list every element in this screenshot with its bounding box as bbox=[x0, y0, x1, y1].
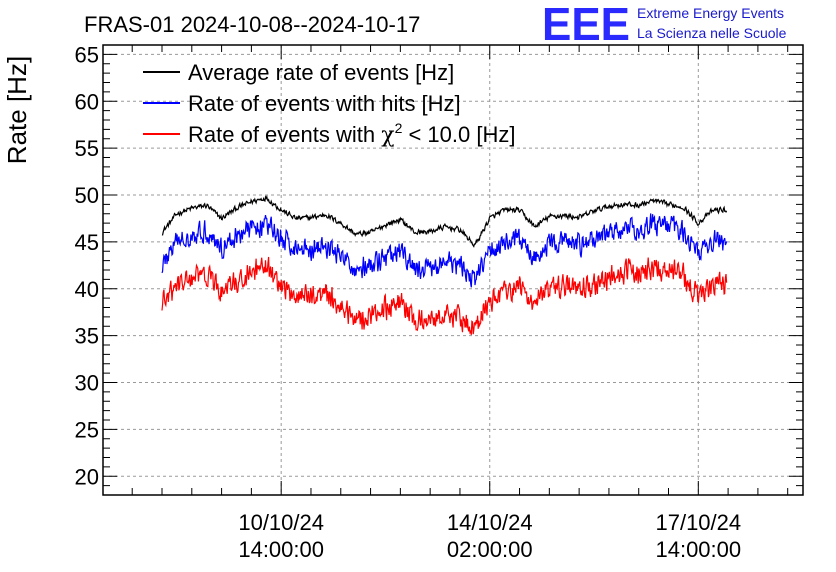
tick-labels: 2025303540455055606510/10/2414:00:0014/1… bbox=[75, 42, 742, 562]
legend: Average rate of events [Hz] Rate of even… bbox=[143, 60, 515, 148]
y-tick-label: 40 bbox=[75, 277, 99, 302]
logo-mark: EEE bbox=[542, 0, 630, 50]
legend-label-average: Average rate of events [Hz] bbox=[188, 60, 454, 85]
legend-label-chi2-sup: 2 bbox=[395, 120, 403, 136]
y-axis-title: Rate [Hz] bbox=[2, 56, 32, 164]
legend-label-chi2-post: < 10.0 [Hz] bbox=[402, 122, 515, 147]
legend-label-chi2-symbol: χ bbox=[381, 123, 394, 148]
logo-line1: Extreme Energy Events bbox=[637, 5, 784, 21]
series-line-2 bbox=[161, 256, 728, 336]
eee-logo: EEE Extreme Energy Events La Scienza nel… bbox=[542, 0, 787, 50]
y-tick-label: 30 bbox=[75, 371, 99, 396]
y-tick-label: 25 bbox=[75, 417, 99, 442]
x-tick-label-time: 02:00:00 bbox=[447, 537, 533, 562]
chart-title: FRAS-01 2024-10-08--2024-10-17 bbox=[84, 12, 420, 37]
y-tick-label: 20 bbox=[75, 464, 99, 489]
x-tick-label-date: 14/10/24 bbox=[447, 510, 533, 535]
x-tick-label-time: 14:00:00 bbox=[655, 537, 741, 562]
x-tick-label-date: 17/10/24 bbox=[655, 510, 741, 535]
x-tick-label-date: 10/10/24 bbox=[238, 510, 324, 535]
legend-label-chi2: Rate of events with χ2 < 10.0 [Hz] bbox=[188, 120, 515, 148]
y-tick-label: 50 bbox=[75, 183, 99, 208]
y-tick-label: 55 bbox=[75, 136, 99, 161]
series-layer bbox=[161, 194, 728, 336]
y-tick-label: 45 bbox=[75, 230, 99, 255]
y-tick-label: 35 bbox=[75, 324, 99, 349]
legend-label-hits: Rate of events with hits [Hz] bbox=[188, 91, 461, 116]
series-line-0 bbox=[161, 194, 728, 248]
axes bbox=[102, 44, 804, 496]
logo-line2: La Scienza nelle Scuole bbox=[637, 25, 787, 41]
legend-label-chi2-pre: Rate of events with bbox=[188, 122, 381, 147]
y-tick-label: 60 bbox=[75, 89, 99, 114]
x-tick-label-time: 14:00:00 bbox=[238, 537, 324, 562]
grid bbox=[103, 45, 803, 495]
series-line-1 bbox=[161, 213, 728, 288]
y-tick-label: 65 bbox=[75, 42, 99, 67]
